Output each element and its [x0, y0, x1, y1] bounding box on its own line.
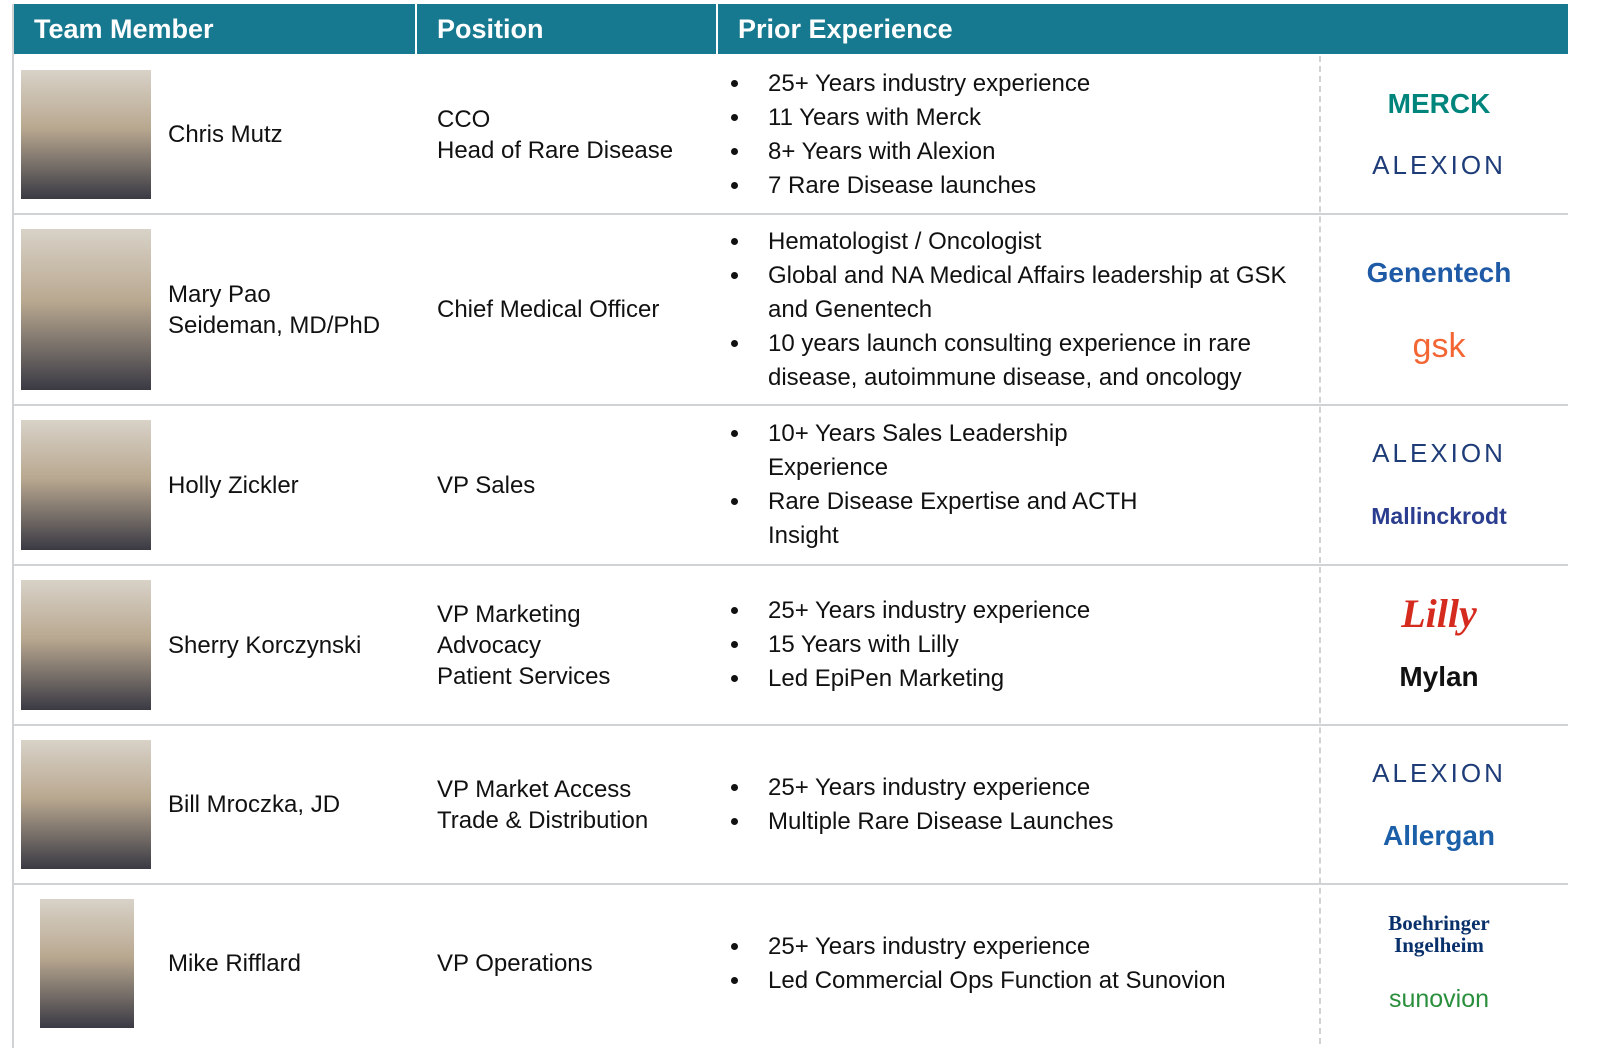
- experience-item: 8+ Years with Alexion: [752, 135, 1308, 169]
- left-border: [12, 4, 14, 1048]
- position-line: VP Market Access: [437, 775, 632, 803]
- member-name: Mike Rifflard: [168, 885, 413, 1042]
- experience-item: 15 Years with Lilly: [752, 628, 1308, 662]
- position-line: VP Marketing: [437, 600, 581, 628]
- company-logo: sunovion: [1388, 984, 1490, 1013]
- photo: [21, 740, 151, 869]
- position: Chief Medical Officer: [437, 215, 712, 404]
- position-line: CCO: [437, 105, 491, 133]
- member-name: Sherry Korczynski: [168, 566, 413, 724]
- logo-divider: [1319, 56, 1321, 1044]
- member-name: Mary Pao Seideman, MD/PhD: [168, 215, 413, 404]
- position: VP Market Access Trade & Distribution: [437, 726, 712, 883]
- row-divider: [14, 883, 1568, 885]
- company-logo: gsk: [1412, 326, 1466, 365]
- column-header: Team Member: [14, 4, 415, 54]
- experience-item: 25+ Years industry experience: [752, 594, 1308, 628]
- experience-item: Led EpiPen Marketing: [752, 662, 1308, 696]
- experience-list: 25+ Years industry experienceLed Commerc…: [718, 930, 1308, 998]
- photo: [21, 420, 151, 550]
- position: CCO Head of Rare Disease: [437, 56, 712, 213]
- position-line: Chief Medical Officer: [437, 296, 660, 323]
- company-logo: Boehringer Ingelheim: [1388, 911, 1490, 958]
- experience-item: 25+ Years industry experience: [752, 67, 1308, 101]
- member-name: Holly Zickler: [168, 406, 413, 564]
- name-line: Sherry Korczynski: [168, 631, 362, 659]
- position-line: Head of Rare Disease: [437, 136, 674, 164]
- company-logo: Mallinckrodt: [1371, 503, 1507, 529]
- logos: ALEXION Allergan: [1322, 726, 1556, 883]
- photo: [40, 899, 134, 1028]
- logos: ALEXION Mallinckrodt: [1322, 406, 1556, 564]
- logos: Lilly Mylan: [1322, 566, 1556, 724]
- name-line: Mike Rifflard: [168, 950, 301, 977]
- experience-item: Hematologist / Oncologist: [752, 225, 1308, 259]
- column-header: Prior Experience: [718, 4, 1568, 54]
- position-line: VP Operations: [437, 950, 593, 977]
- experience: Hematologist / OncologistGlobal and NA M…: [718, 215, 1308, 404]
- logos: MERCK ALEXION: [1322, 56, 1556, 213]
- position-line: Trade & Distribution: [437, 806, 649, 834]
- name-line: Holly Zickler: [168, 471, 299, 499]
- experience-list: 25+ Years industry experienceMultiple Ra…: [718, 771, 1308, 839]
- experience-list: 10+ Years Sales Leadership ExperienceRar…: [718, 417, 1188, 553]
- member-name: Chris Mutz: [168, 56, 413, 213]
- experience-item: 10+ Years Sales Leadership Experience: [752, 417, 1188, 485]
- experience-item: Rare Disease Expertise and ACTH Insight: [752, 485, 1188, 553]
- row-divider: [14, 564, 1568, 566]
- experience-item: 25+ Years industry experience: [752, 771, 1308, 805]
- name-line: Bill Mroczka, JD: [168, 791, 341, 818]
- name-line: Chris Mutz: [168, 121, 283, 148]
- experience-list: Hematologist / OncologistGlobal and NA M…: [718, 225, 1308, 395]
- name-line: Mary Pao: [168, 280, 271, 308]
- member-name: Bill Mroczka, JD: [168, 726, 413, 883]
- experience: 25+ Years industry experience15 Years wi…: [718, 566, 1308, 724]
- experience-list: 25+ Years industry experience11 Years wi…: [718, 67, 1308, 203]
- company-logo: Lilly: [1401, 591, 1477, 636]
- experience-list: 25+ Years industry experience15 Years wi…: [718, 594, 1308, 696]
- experience-item: Led Commercial Ops Function at Sunovion: [752, 964, 1308, 998]
- photo: [21, 70, 151, 199]
- experience-item: 7 Rare Disease launches: [752, 169, 1308, 203]
- experience-item: 11 Years with Merck: [752, 101, 1308, 135]
- company-logo: ALEXION: [1372, 150, 1506, 181]
- experience-item: 25+ Years industry experience: [752, 930, 1308, 964]
- column-header: Position: [417, 4, 716, 54]
- company-logo: Genentech: [1366, 257, 1512, 289]
- company-logo: ALEXION: [1372, 757, 1506, 788]
- position: VP Operations: [437, 885, 712, 1042]
- logos: Genentech gsk: [1322, 215, 1556, 404]
- position: VP Sales: [437, 406, 712, 564]
- experience: 10+ Years Sales Leadership ExperienceRar…: [718, 406, 1188, 564]
- position-line: Advocacy: [437, 631, 542, 659]
- company-logo: MERCK: [1387, 87, 1491, 119]
- row-divider: [14, 724, 1568, 726]
- position: VP Marketing Advocacy Patient Services: [437, 566, 712, 724]
- experience-item: Multiple Rare Disease Launches: [752, 805, 1308, 839]
- row-divider: [14, 213, 1568, 215]
- row-divider: [14, 404, 1568, 406]
- name-line: Seideman, MD/PhD: [168, 311, 381, 339]
- experience: 25+ Years industry experienceLed Commerc…: [718, 885, 1308, 1042]
- company-logo: Mylan: [1399, 661, 1479, 692]
- company-logo: ALEXION: [1372, 438, 1506, 468]
- photo: [21, 580, 151, 710]
- photo: [21, 229, 151, 390]
- position-line: Patient Services: [437, 662, 611, 690]
- experience: 25+ Years industry experienceMultiple Ra…: [718, 726, 1308, 883]
- position-line: VP Sales: [437, 471, 536, 499]
- experience-item: 10 years launch consulting experience in…: [752, 327, 1308, 395]
- experience-item: Global and NA Medical Affairs leadership…: [752, 259, 1308, 327]
- logos: Boehringer Ingelheim sunovion: [1322, 885, 1556, 1042]
- experience: 25+ Years industry experience11 Years wi…: [718, 56, 1308, 213]
- company-logo: Allergan: [1382, 820, 1496, 852]
